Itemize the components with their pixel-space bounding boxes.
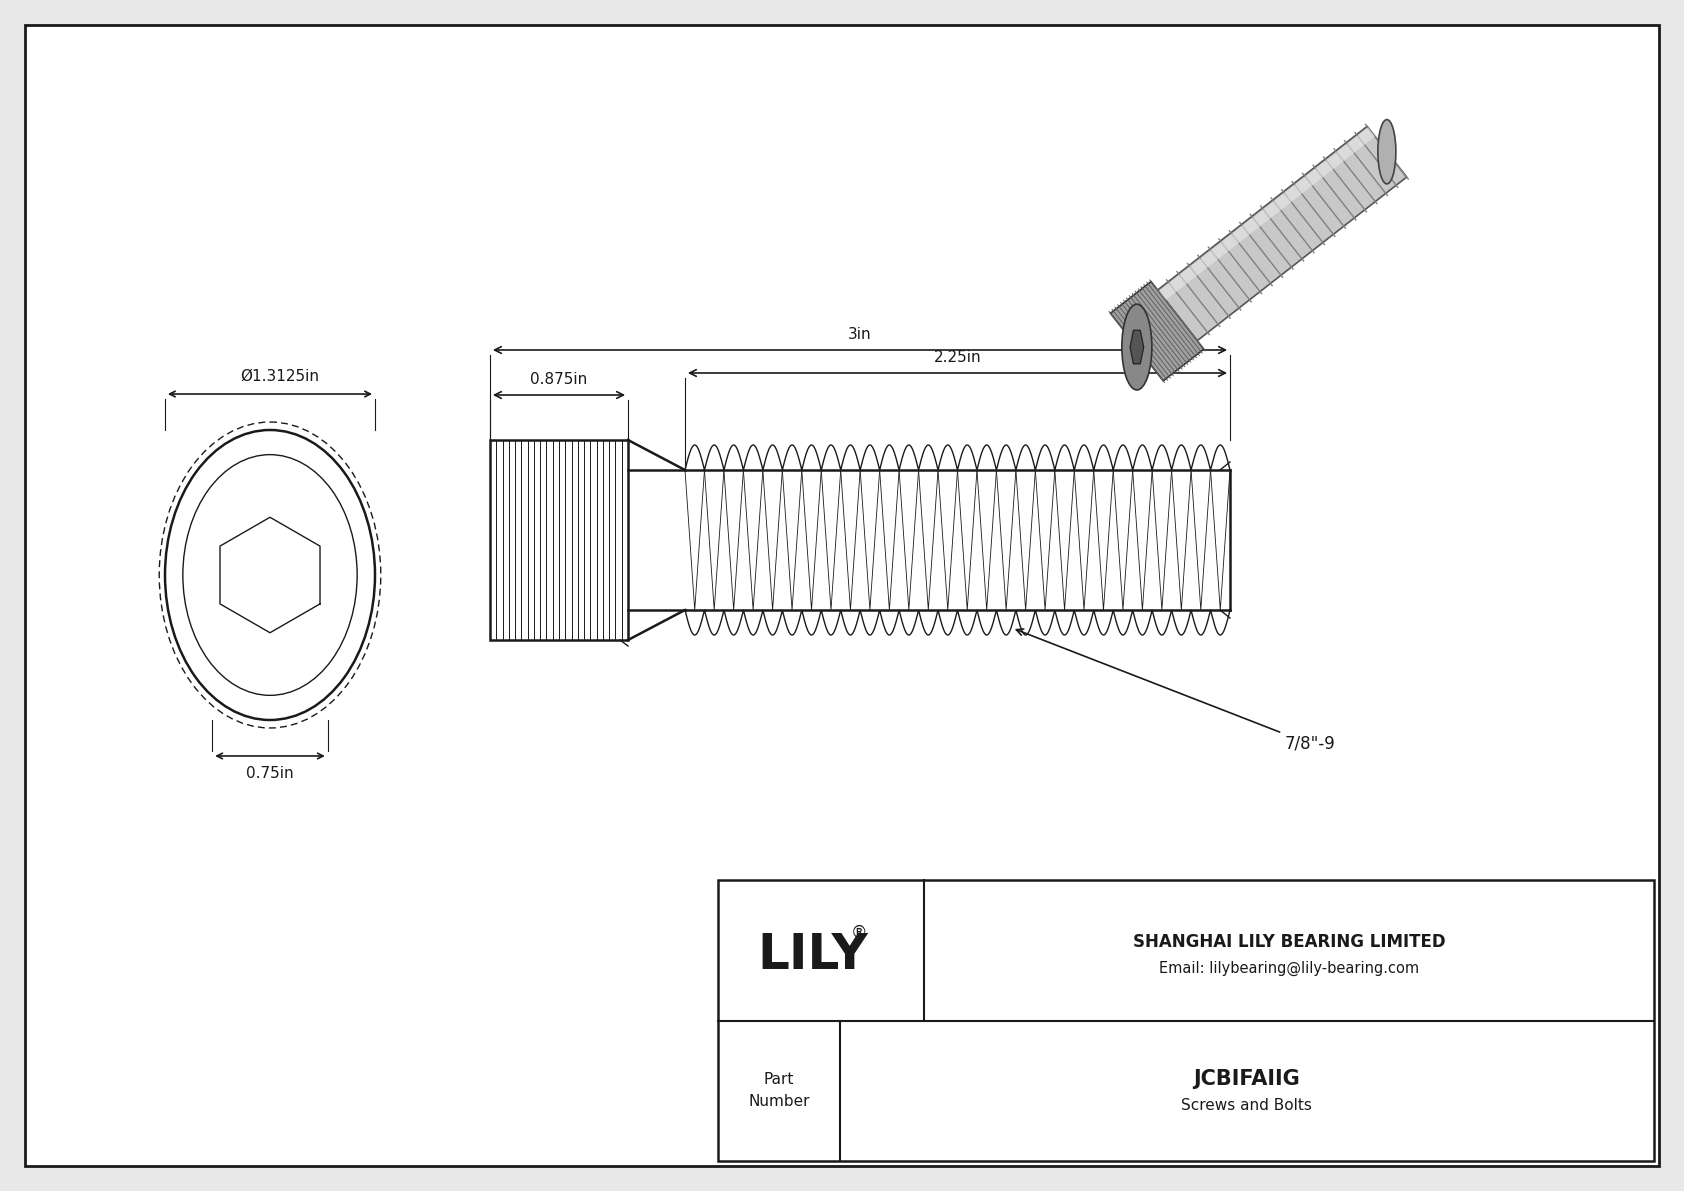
- Ellipse shape: [1378, 119, 1396, 183]
- Text: 7/8"-9: 7/8"-9: [1017, 629, 1335, 753]
- Text: SHANGHAI LILY BEARING LIMITED: SHANGHAI LILY BEARING LIMITED: [1133, 934, 1445, 952]
- Text: LILY: LILY: [758, 931, 869, 979]
- Polygon shape: [1159, 127, 1376, 300]
- Text: ®: ®: [850, 923, 867, 941]
- Text: 0.875in: 0.875in: [530, 372, 588, 387]
- Text: 2.25in: 2.25in: [933, 350, 982, 364]
- Text: Ø1.3125in: Ø1.3125in: [241, 369, 320, 384]
- Polygon shape: [1157, 126, 1406, 341]
- Text: Screws and Bolts: Screws and Bolts: [1182, 1098, 1312, 1114]
- Text: JCBIFAIIG: JCBIFAIIG: [1194, 1068, 1300, 1089]
- Bar: [490, 439, 628, 640]
- Ellipse shape: [184, 455, 357, 696]
- Text: Email: lilybearing@lily-bearing.com: Email: lilybearing@lily-bearing.com: [1159, 961, 1420, 975]
- Text: 3in: 3in: [849, 328, 872, 342]
- Polygon shape: [1130, 330, 1143, 363]
- Ellipse shape: [165, 430, 376, 721]
- Text: Part
Number: Part Number: [748, 1072, 810, 1109]
- Ellipse shape: [1122, 304, 1152, 389]
- Bar: [717, 880, 1654, 1161]
- Polygon shape: [1110, 281, 1204, 381]
- Text: 0.75in: 0.75in: [246, 766, 293, 781]
